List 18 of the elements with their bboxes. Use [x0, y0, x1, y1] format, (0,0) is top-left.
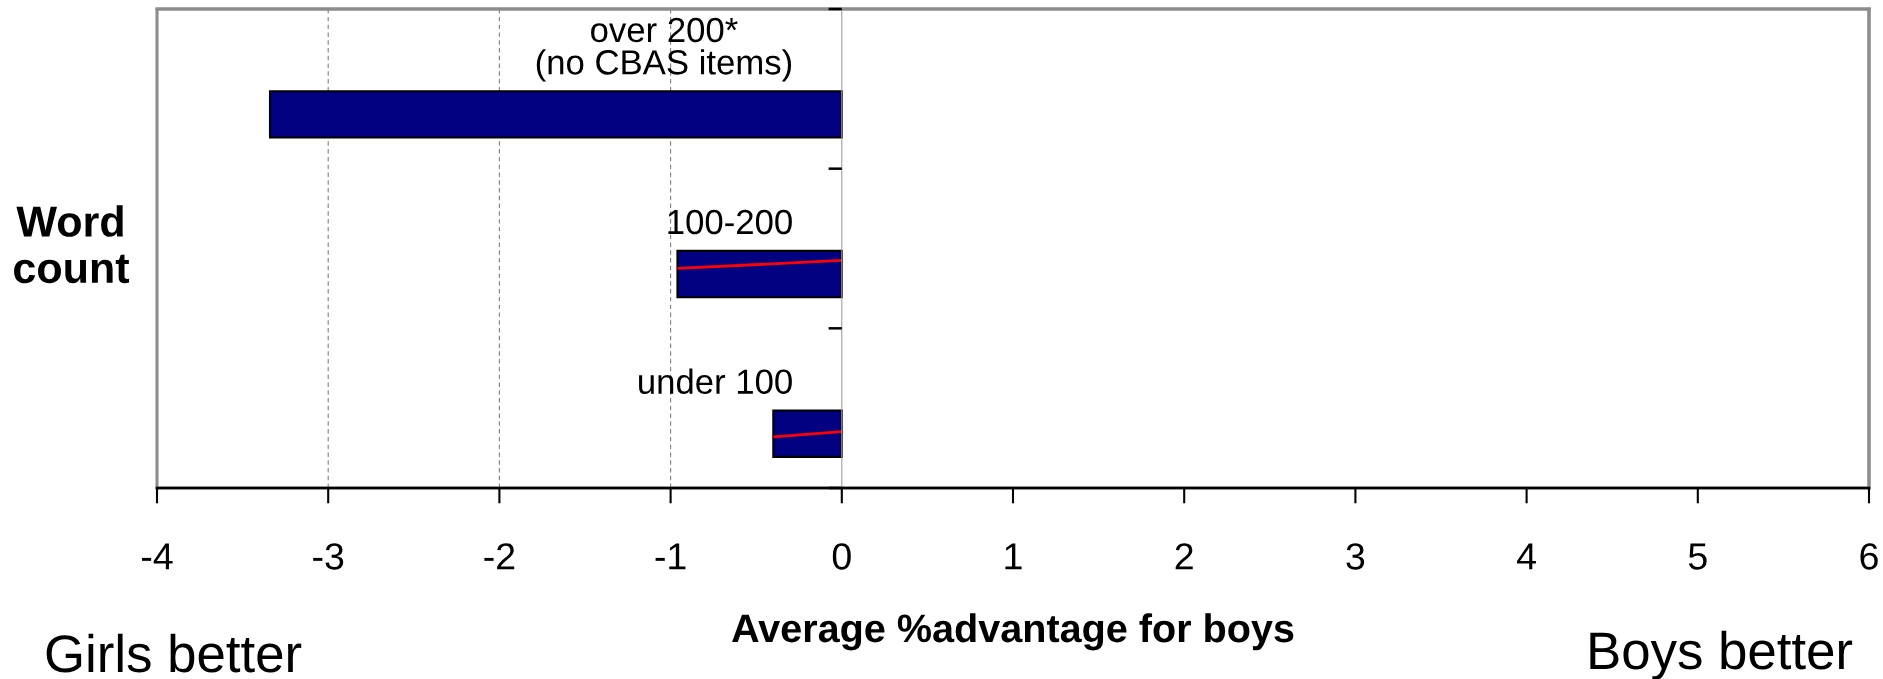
- x-tick-label: 4: [1517, 543, 1536, 570]
- x-tick-label: -4: [141, 543, 173, 570]
- x-tick-label: -2: [484, 543, 515, 570]
- x-tick-label: 5: [1688, 543, 1707, 570]
- x-tick-label: 1: [1005, 543, 1022, 570]
- y-tick-label: 100-200: [668, 209, 792, 235]
- y-axis-title: Word count: [14, 205, 130, 284]
- x-tick-label: 2: [1175, 543, 1193, 570]
- x-tick-label: -1: [655, 543, 686, 570]
- x-tick-label: -3: [313, 543, 344, 570]
- x-tick-label: 0: [832, 543, 851, 570]
- text: Girls better: [46, 633, 302, 673]
- y-tick-label: under 100: [639, 368, 792, 394]
- x-tick-label: 3: [1346, 543, 1365, 570]
- text: Boys better: [1590, 630, 1853, 679]
- y-tick-label: over 200* (no CBAS items): [536, 17, 792, 82]
- x-axis-title: Average %advantage for boys: [732, 613, 1294, 651]
- x-tick-label: 6: [1860, 543, 1878, 570]
